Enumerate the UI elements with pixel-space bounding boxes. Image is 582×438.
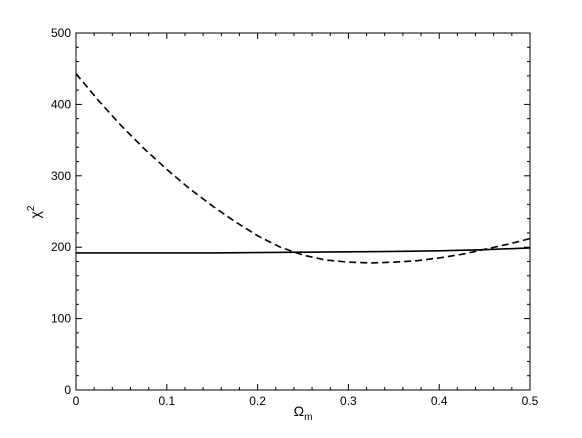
y-axis-label: χ2 — [26, 205, 43, 218]
plot-area — [75, 32, 531, 391]
y-tick-label: 0 — [64, 383, 71, 397]
x-tick-label: 0.5 — [522, 394, 539, 408]
x-tick-label: 0.3 — [340, 394, 357, 408]
y-tick-label: 200 — [51, 240, 71, 254]
tick-labels: 0 0.1 0.2 0.3 0.4 0.5 0 100 200 300 400 500 — [51, 26, 539, 408]
y-tick-label: 400 — [51, 97, 71, 111]
solid-series-line — [76, 247, 531, 254]
x-tick-label: 0.4 — [431, 394, 448, 408]
x-tick-label: 0 — [73, 394, 80, 408]
y-tick-label: 300 — [51, 169, 71, 183]
x-tick-label: 0.2 — [249, 394, 266, 408]
x-tick-label: 0.1 — [158, 394, 175, 408]
dashed-series-line — [75, 73, 531, 264]
y-tick-label: 100 — [51, 312, 71, 326]
y-tick-label: 500 — [51, 26, 71, 40]
x-axis-label: Ωm — [294, 403, 313, 423]
axis-ticks — [75, 32, 531, 391]
plot-frame — [75, 32, 531, 391]
series-lines — [75, 73, 531, 264]
